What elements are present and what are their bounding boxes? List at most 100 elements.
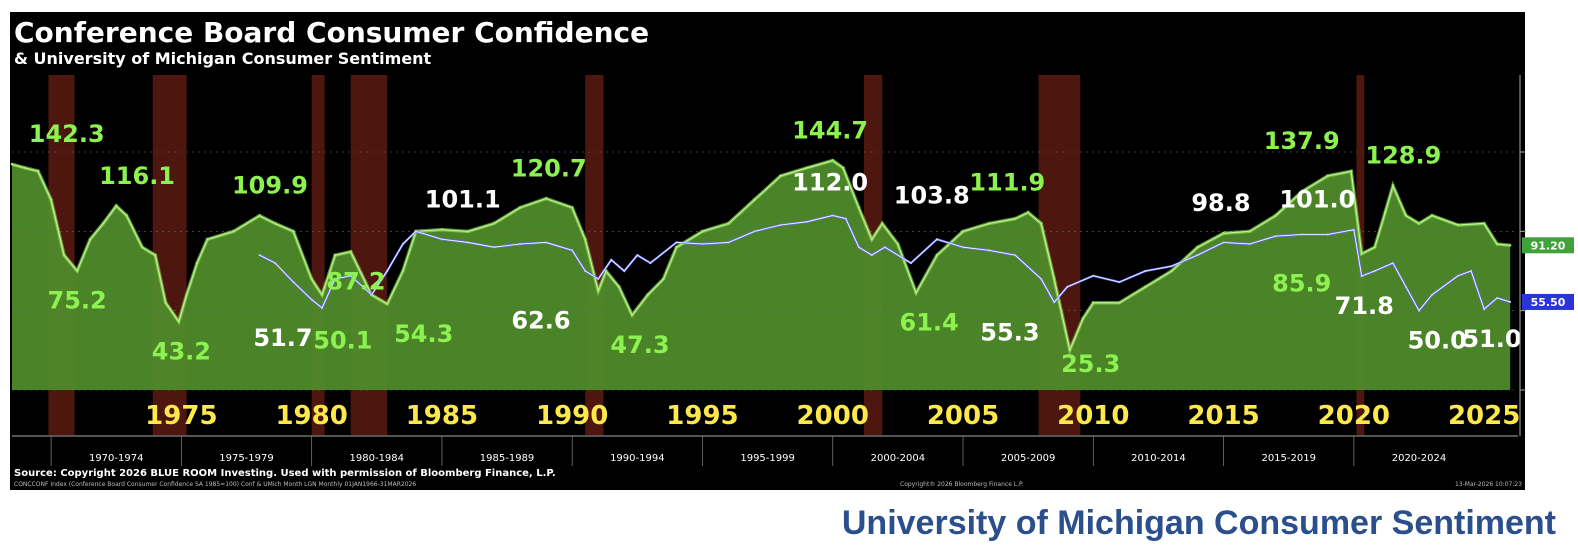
um-data-point	[1360, 275, 1363, 278]
value-annotation: 54.3	[394, 320, 453, 348]
cb-data-point	[1222, 232, 1225, 235]
source-note: Source: Copyright 2026 BLUE ROOM Investi…	[14, 468, 556, 479]
um-data-point	[909, 262, 912, 265]
cb-data-point	[1430, 214, 1434, 217]
um-data-point	[805, 220, 808, 223]
um-data-point	[1457, 274, 1460, 277]
um-data-point	[440, 238, 443, 241]
cb-data-point	[1170, 269, 1173, 273]
value-annotation: 101.0	[1279, 186, 1355, 214]
value-annotation: 101.1	[425, 186, 501, 214]
cb-data-point	[518, 206, 522, 209]
um-data-point	[1144, 270, 1147, 272]
cb-area-fill	[12, 160, 1511, 390]
um-data-point	[466, 241, 469, 244]
cb-data-point	[333, 253, 337, 257]
value-annotation: 87.2	[326, 268, 385, 296]
um-data-point	[1248, 243, 1251, 246]
footer-left-note: CONCCONF Index (Conference Board Consume…	[14, 481, 416, 488]
value-annotation: 43.2	[152, 337, 211, 365]
um-data-point	[701, 243, 704, 246]
cb-data-point	[1196, 246, 1199, 249]
cb-data-point	[75, 269, 79, 272]
um-data-point	[1373, 270, 1376, 272]
cb-data-point	[857, 206, 860, 209]
cb-data-point	[987, 222, 991, 225]
um-data-point	[831, 214, 834, 217]
year-label: 2005	[927, 401, 999, 431]
cb-data-point	[401, 269, 405, 273]
um-data-point	[962, 246, 965, 249]
year-label: 2025	[1448, 401, 1520, 431]
cb-data-point	[273, 222, 277, 225]
cb-data-point	[185, 293, 188, 296]
cb-data-point	[1274, 214, 1277, 217]
cb-data-point	[292, 230, 295, 233]
um-data-point	[334, 277, 337, 280]
cb-data-point	[1373, 246, 1376, 249]
um-data-point	[727, 241, 730, 244]
um-data-point	[623, 270, 626, 272]
y-tick-label: 100	[1532, 225, 1553, 238]
cb-data-point	[935, 253, 939, 257]
um-data-point	[414, 230, 417, 233]
cb-data-point	[1326, 174, 1329, 177]
um-data-point	[1391, 262, 1394, 265]
value-annotation: 51.7	[253, 324, 312, 352]
period-label: 2005-2009	[1001, 453, 1056, 464]
y-tick-label: 150	[1532, 146, 1553, 159]
y-tick-label: 0	[1532, 384, 1539, 397]
um-data-point	[258, 254, 261, 257]
year-label: 1985	[406, 401, 478, 431]
um-data-point	[1404, 285, 1407, 288]
cb-data-point	[1482, 222, 1486, 225]
cb-data-point	[62, 253, 66, 257]
um-data-point	[1014, 254, 1017, 257]
cb-data-point	[914, 291, 918, 294]
um-data-point	[779, 223, 782, 226]
cb-data-point	[177, 320, 180, 323]
period-label: 2020-2024	[1392, 453, 1447, 464]
period-label: 2010-2014	[1131, 453, 1186, 464]
value-annotation: 50.0	[1408, 327, 1467, 355]
cb-data-point	[896, 242, 900, 246]
cb-data-point	[961, 230, 965, 233]
value-annotation: 112.0	[792, 168, 868, 196]
cb-data-point	[753, 198, 756, 201]
cb-data-point	[195, 261, 199, 265]
cb-data-point	[617, 285, 621, 289]
um-data-point	[1483, 308, 1486, 311]
cb-data-point	[881, 222, 884, 225]
cb-data-point	[1417, 222, 1421, 225]
cb-data-point	[349, 250, 352, 253]
cb-data-point	[125, 214, 128, 217]
um-data-point	[1040, 277, 1043, 280]
cb-data-point	[1013, 217, 1017, 220]
um-data-point	[493, 246, 496, 249]
um-data-point	[1496, 296, 1499, 299]
cb-data-point	[805, 166, 808, 170]
um-data-point	[519, 243, 522, 246]
chart-subtitle: & University of Michigan Consumer Sentim…	[14, 49, 432, 68]
um-data-point	[1417, 309, 1420, 312]
value-annotation: 25.3	[1061, 350, 1120, 378]
cb-data-point	[1456, 223, 1460, 227]
cb-data-point	[1026, 211, 1030, 214]
cb-data-point	[154, 253, 157, 257]
cb-data-point	[1081, 317, 1085, 320]
um-data-point	[1470, 270, 1473, 272]
um-data-point	[610, 258, 613, 261]
value-annotation: 62.6	[511, 307, 570, 335]
um-data-point	[675, 241, 678, 244]
um-data-point	[1222, 241, 1225, 244]
value-annotation: 51.0	[1462, 325, 1521, 353]
um-data-point	[274, 262, 277, 265]
value-annotation: 50.1	[313, 327, 372, 355]
cb-data-point	[320, 293, 324, 296]
cb-data-point	[604, 269, 608, 273]
cb-data-point	[841, 166, 845, 170]
value-annotation: 128.9	[1365, 141, 1441, 169]
cb-data-point	[1053, 277, 1056, 281]
um-data-point	[1352, 228, 1355, 231]
year-label: 2015	[1187, 401, 1259, 431]
